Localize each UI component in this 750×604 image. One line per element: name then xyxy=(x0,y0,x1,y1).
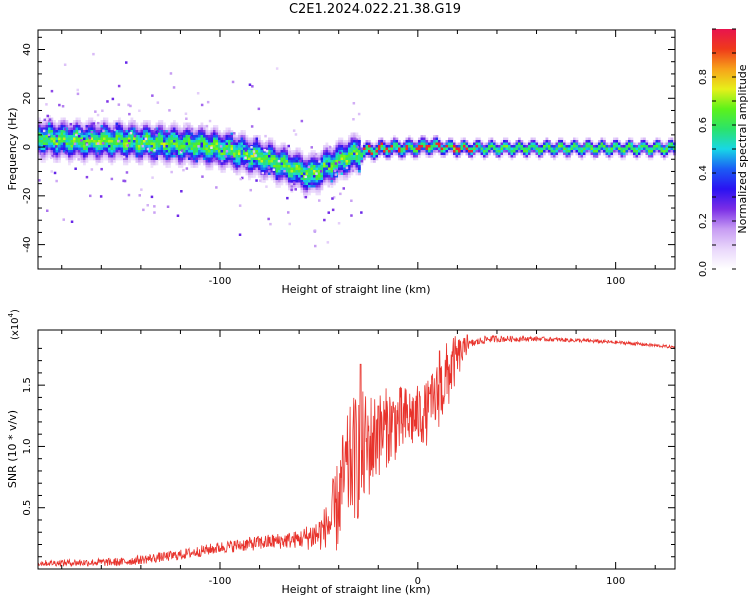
snr-y-tick-label: 1.5 xyxy=(22,377,33,393)
spectrogram-x-ticks: -100 100 xyxy=(61,30,656,287)
colorbar-label: Normalized spectral amplitude xyxy=(736,64,749,233)
colorbar-tick-label: 0.2 xyxy=(698,213,709,229)
snr-y-tick-label: 1.0 xyxy=(22,438,33,454)
snr-x-axis-label: Height of straight line (km) xyxy=(281,583,430,596)
snr-x-tick-label: -100 xyxy=(209,576,232,587)
snr-y-axis-label: SNR (10 * v/v) xyxy=(6,410,19,488)
colorbar-ticks: 0.0 0.2 0.4 0.6 0.8 xyxy=(698,28,736,277)
spectrogram-y-tick-label: 40 xyxy=(22,43,33,56)
spectrogram-x-tick-label: -100 xyxy=(209,276,232,287)
figure-title: C2E1.2024.022.21.38.G19 xyxy=(288,2,462,17)
spectrogram-y-tick-label: -20 xyxy=(22,188,33,204)
spectrogram-y-tick-label: 0 xyxy=(22,144,33,150)
snr-x-tick-label: 0 xyxy=(415,576,421,587)
colorbar-tick-label: 0.8 xyxy=(698,69,709,85)
snr-frame xyxy=(37,329,676,570)
spectrogram-x-axis-label: Height of straight line (km) xyxy=(281,283,430,296)
colorbar: 0.0 0.2 0.4 0.6 0.8 Normalized spectral ampl… xyxy=(698,28,749,277)
svg-text:(x104): (x104) xyxy=(7,309,21,340)
spectrogram-frame xyxy=(37,29,676,270)
snr-series-line xyxy=(37,334,676,567)
snr-multiplier: (x104) xyxy=(7,309,21,340)
snr-x-ticks: -100 0 100 xyxy=(61,330,656,587)
snr-multiplier-exponent: 4 xyxy=(7,312,15,317)
colorbar-tick-label: 0.6 xyxy=(698,117,709,133)
spectrogram-image xyxy=(38,52,676,248)
colorbar-tick-label: 0.0 xyxy=(698,261,709,277)
snr-x-tick-label: 100 xyxy=(606,576,625,587)
snr-y-tick-label: 0.5 xyxy=(22,500,33,516)
spectrogram-x-tick-label: 100 xyxy=(606,276,625,287)
spectrogram-y-axis-label: Frequency (Hz) xyxy=(6,108,19,191)
spectrogram-panel: -100 100 -40 -20 0 20 40 Height of straight l… xyxy=(6,29,676,296)
spectrogram-y-tick-label: 20 xyxy=(22,92,33,105)
spectrogram-y-tick-label: -40 xyxy=(22,236,33,252)
snr-multiplier-close: ) xyxy=(10,309,21,313)
spectrogram-y-ticks: -40 -20 0 20 40 xyxy=(22,36,675,270)
snr-multiplier-text: (x10 xyxy=(10,317,21,340)
snr-y-ticks: 0.5 1.0 1.5 xyxy=(22,347,675,558)
colorbar-tick-label: 0.4 xyxy=(698,165,709,181)
snr-panel: -100 0 100 0.5 1.0 1.5 Height of straight li… xyxy=(6,309,676,596)
